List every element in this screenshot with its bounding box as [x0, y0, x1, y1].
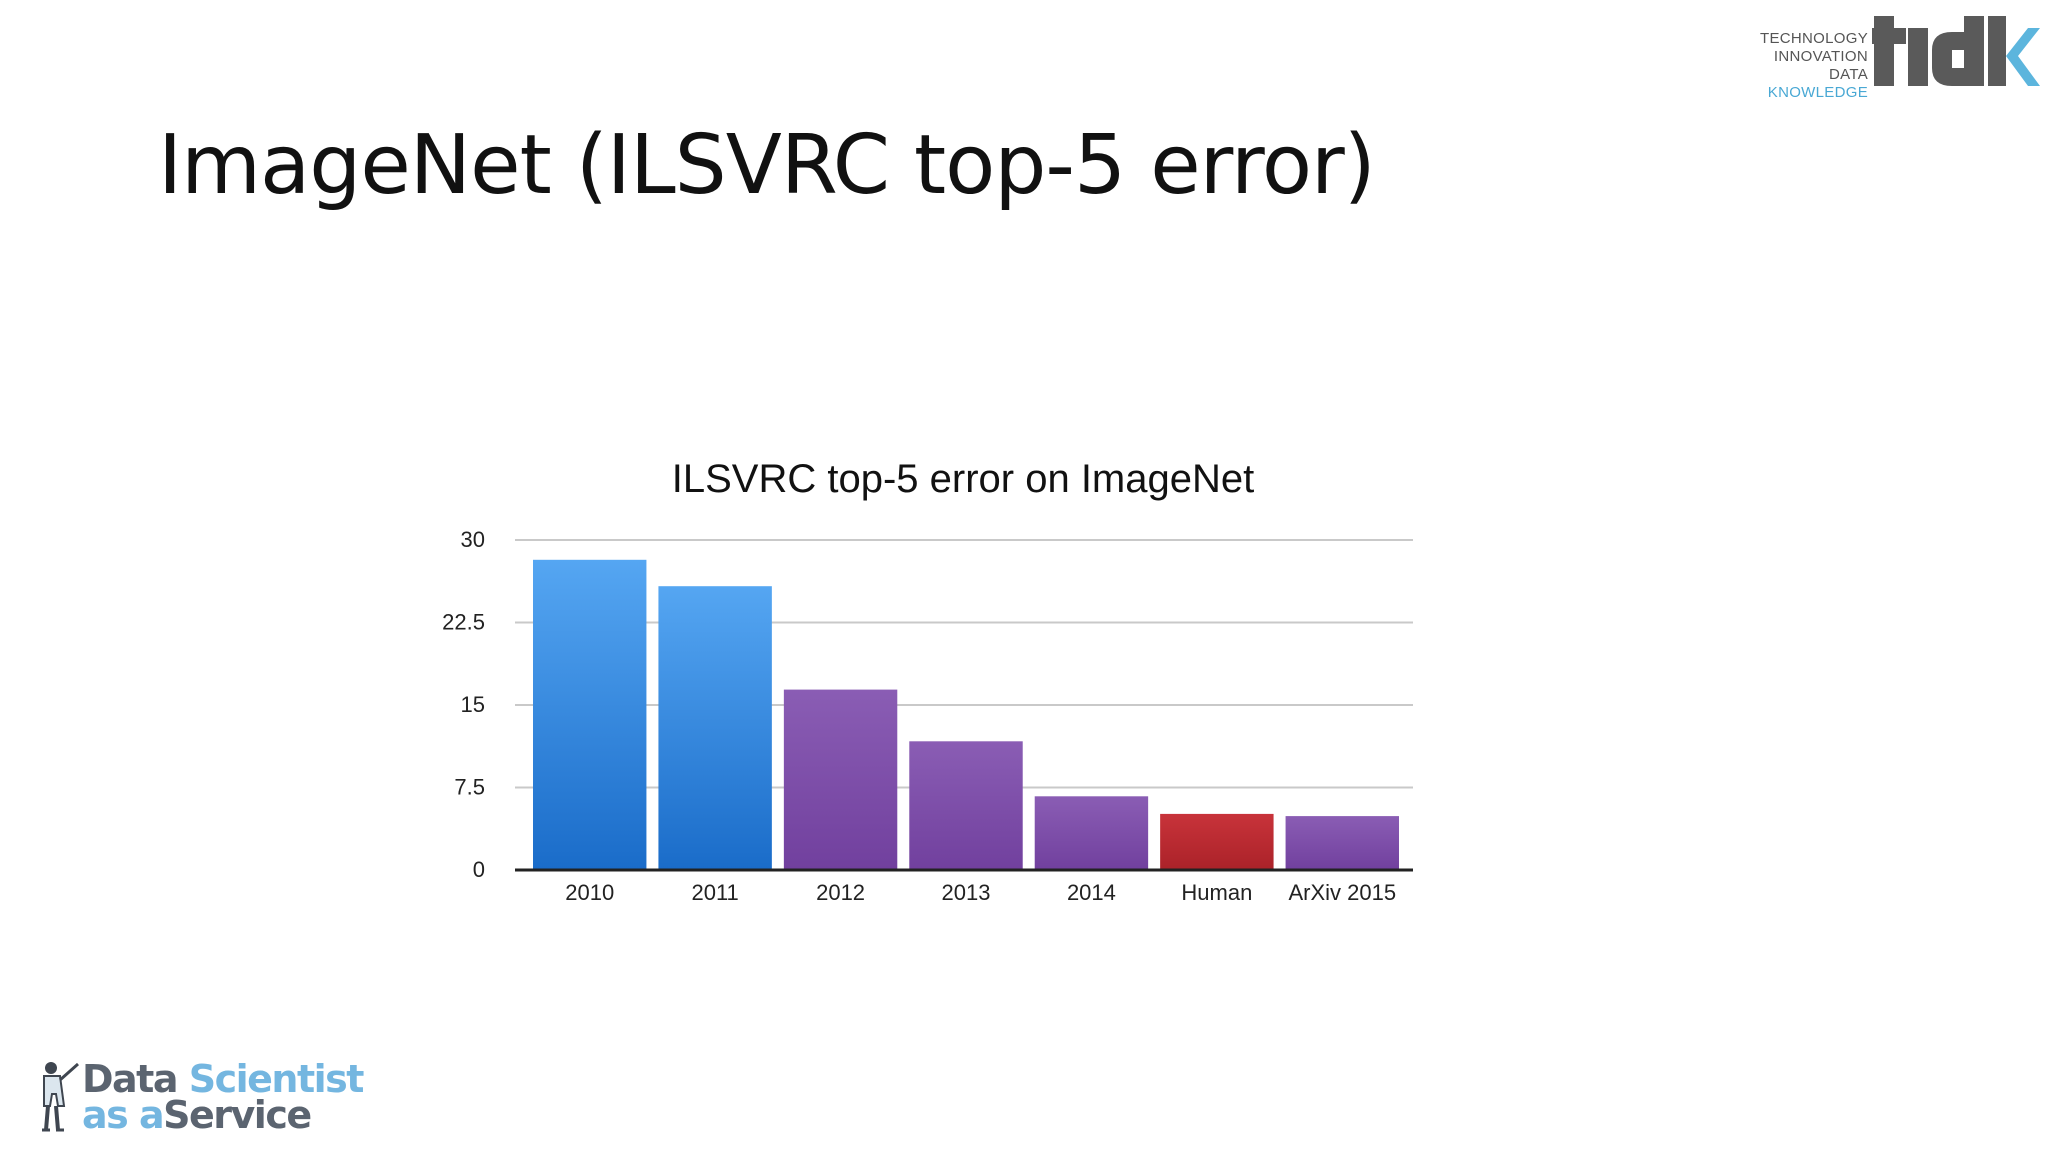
bar: [783, 689, 898, 870]
tidk-word: TECHNOLOGY: [1759, 30, 1868, 47]
y-tick-label: 15: [461, 692, 485, 717]
tidk-logo-words: TECHNOLOGY INNOVATION DATA KNOWLEDGE: [1760, 30, 1868, 102]
tidk-word: KNOWLEDGE: [1767, 84, 1868, 101]
bar-chart: ILSVRC top-5 error on ImageNet 0 7.5 15 22.…: [420, 450, 1440, 930]
tidk-logo-mark: [1872, 16, 2040, 86]
x-tick-label: 2013: [942, 880, 991, 905]
bar: [533, 559, 647, 870]
data-scientist-as-a-service-logo: Data Scientist as aService: [38, 1058, 378, 1138]
bar: [658, 586, 772, 870]
logo-word: Scientist: [188, 1057, 365, 1101]
y-tick-label: 0: [473, 857, 485, 882]
bar: [1160, 813, 1274, 870]
scientist-figure-icon: [42, 1062, 79, 1132]
bar: [1285, 816, 1399, 870]
x-tick-label: 2014: [1067, 880, 1116, 905]
x-tick-label: 2010: [565, 880, 614, 905]
x-tick-label: 2012: [816, 880, 865, 905]
logo-word: as a: [82, 1093, 165, 1137]
bar: [1034, 796, 1149, 870]
tidk-word: DATA: [1829, 66, 1868, 83]
slide-title: ImageNet (ILSVRC top-5 error): [158, 118, 1376, 213]
chart-title: ILSVRC top-5 error on ImageNet: [672, 457, 1254, 501]
logo-word: Data: [82, 1057, 179, 1101]
chart-svg: ILSVRC top-5 error on ImageNet 0 7.5 15 22.…: [442, 457, 1413, 905]
y-tick-label: 30: [461, 527, 485, 552]
y-tick-label: 22.5: [442, 610, 485, 635]
logo-word: Service: [163, 1093, 312, 1137]
logo-line-1: Data Scientist: [82, 1057, 365, 1101]
bars: [533, 559, 1399, 870]
tidk-logo: TECHNOLOGY INNOVATION DATA KNOWLEDGE: [1740, 16, 2040, 108]
y-tick-label: 7.5: [454, 775, 485, 800]
logo-line-2: as aService: [82, 1093, 312, 1137]
x-tick-label: Human: [1181, 880, 1252, 905]
x-tick-label: ArXiv 2015: [1288, 880, 1396, 905]
axes: 0 7.5 15 22.5 30 2010 2011 2012 2013 2014 Human ArX…: [442, 527, 1413, 905]
x-tick-label: 2011: [691, 880, 738, 905]
bar: [909, 741, 1023, 870]
tidk-word: INNOVATION: [1773, 48, 1868, 65]
